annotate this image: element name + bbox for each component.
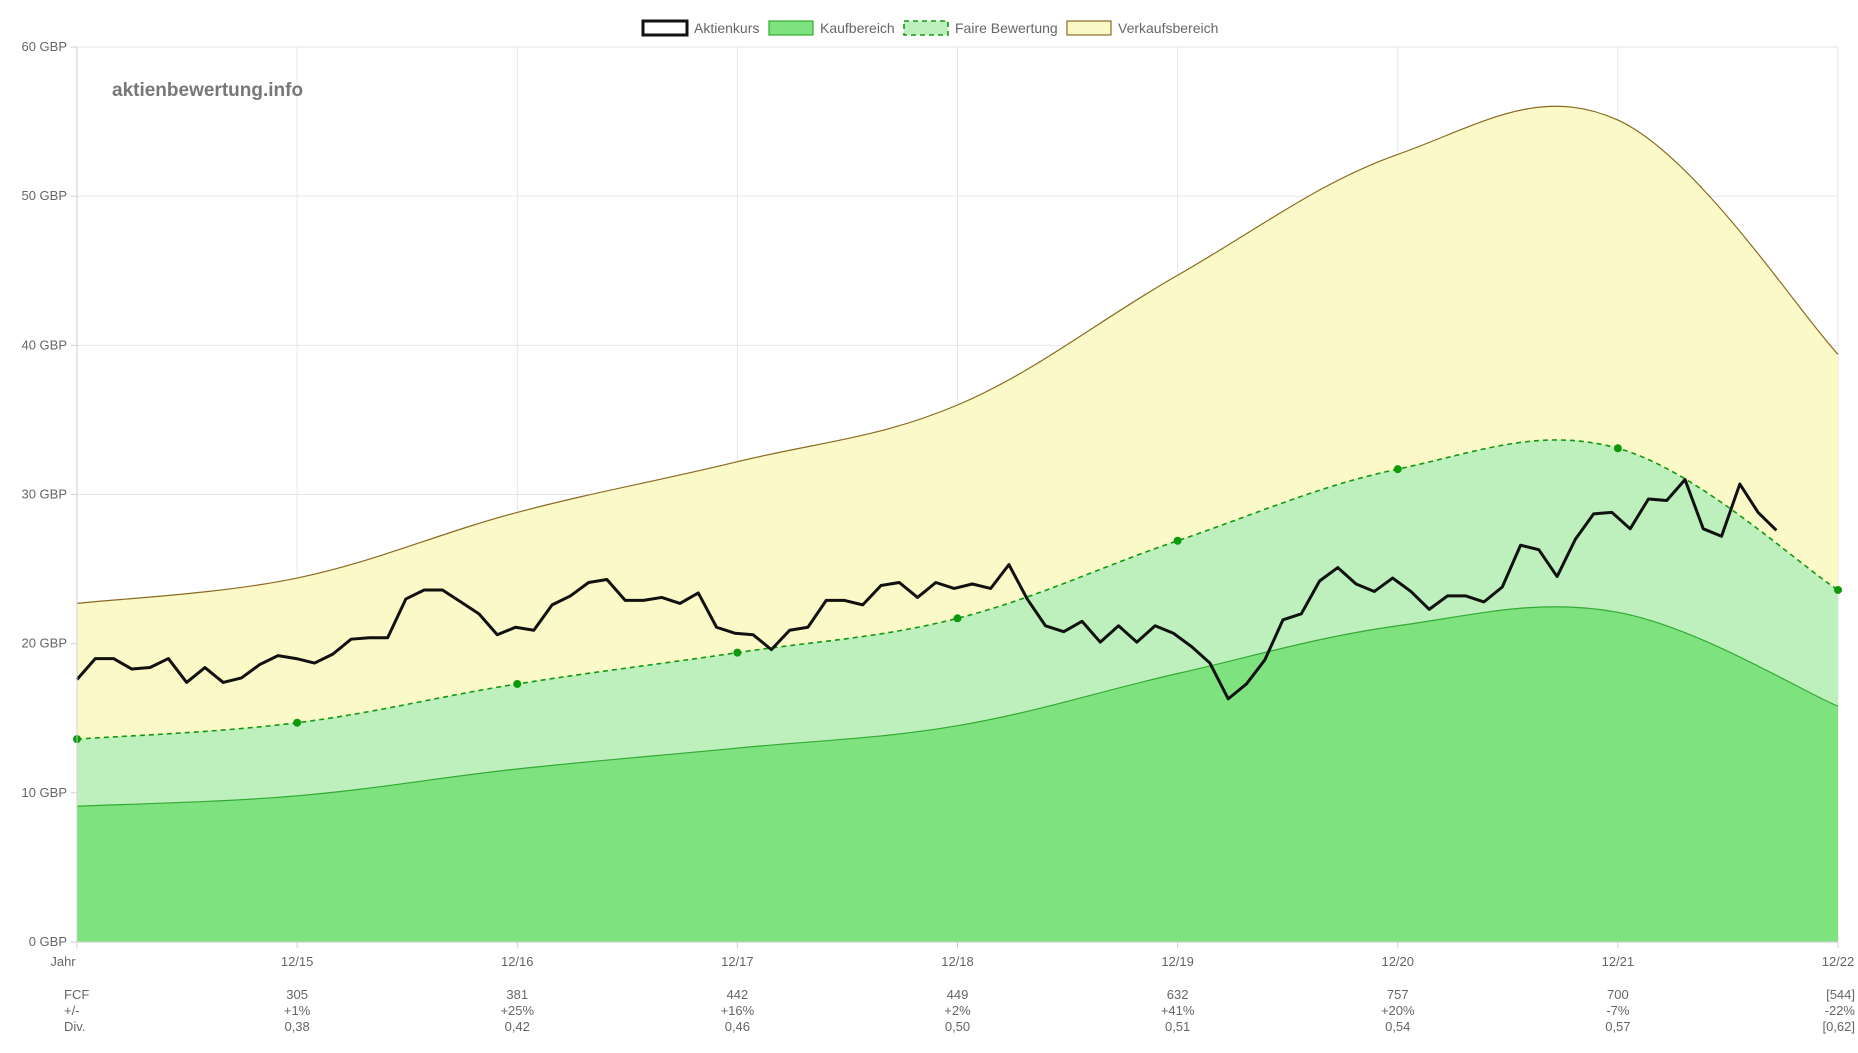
table-cell: +1% bbox=[284, 1003, 311, 1018]
table-cell: -7% bbox=[1606, 1003, 1630, 1018]
table-row-label: FCF bbox=[64, 987, 89, 1002]
x-tick-label: 12/19 bbox=[1161, 954, 1194, 969]
legend[interactable]: Aktienkurs Kaufbereich Faire Bewertung Verk… bbox=[641, 19, 1218, 37]
legend-faire-bewertung[interactable]: Faire Bewertung bbox=[903, 20, 1058, 36]
x-tick-label: 12/20 bbox=[1381, 954, 1414, 969]
table-cell: +20% bbox=[1381, 1003, 1415, 1018]
metrics-table: FCF 305 381 442 449 632 757 700 [544] +/- +1% +25% +… bbox=[64, 987, 1855, 1034]
table-cell: 449 bbox=[947, 987, 969, 1002]
legend-verkaufsbereich[interactable]: Verkaufsbereich bbox=[1066, 20, 1218, 36]
x-tick-label: 12/15 bbox=[281, 954, 314, 969]
table-cell: +16% bbox=[721, 1003, 755, 1018]
legend-aktienkurs[interactable]: Aktienkurs bbox=[641, 19, 759, 37]
watermark-text: aktienbewertung.info bbox=[112, 80, 303, 101]
fair-value-point bbox=[1834, 585, 1842, 594]
table-cell: [0,62] bbox=[1822, 1019, 1855, 1034]
table-cell: 0,38 bbox=[284, 1019, 309, 1034]
fair-value-point bbox=[1613, 444, 1622, 453]
sell-zone-line bbox=[76, 105, 1839, 604]
table-cell: -22% bbox=[1825, 1003, 1856, 1018]
fair-value-point bbox=[733, 648, 742, 657]
buy-zone-area bbox=[77, 606, 1838, 942]
x-tick-label: 12/22 bbox=[1822, 954, 1855, 969]
table-cell: [544] bbox=[1826, 987, 1855, 1002]
series-lines bbox=[73, 105, 1842, 807]
table-cell: 381 bbox=[506, 987, 528, 1002]
x-tick-label: 12/16 bbox=[501, 954, 534, 969]
x-tick-label: 12/18 bbox=[941, 954, 974, 969]
y-tick-label: 30 GBP bbox=[21, 487, 67, 502]
fair-value-point bbox=[513, 679, 522, 688]
y-tick-label: 60 GBP bbox=[21, 39, 67, 54]
fair-value-point bbox=[293, 718, 302, 727]
fair-value-point bbox=[953, 614, 962, 623]
y-tick-label: 0 GBP bbox=[29, 934, 67, 949]
legend-verkaufsbereich-label: Verkaufsbereich bbox=[1118, 20, 1218, 36]
stock-price-line bbox=[75, 478, 1778, 701]
x-tick-label: Jahr bbox=[50, 954, 76, 969]
y-tick-label: 20 GBP bbox=[21, 636, 67, 651]
x-tick-label: 12/21 bbox=[1602, 954, 1635, 969]
table-cell: 305 bbox=[286, 987, 308, 1002]
legend-faire-bewertung-swatch bbox=[903, 20, 949, 36]
y-tick-label: 10 GBP bbox=[21, 785, 67, 800]
table-cell: +2% bbox=[944, 1003, 971, 1018]
legend-kaufbereich-swatch bbox=[768, 20, 814, 36]
table-cell: 0,46 bbox=[725, 1019, 750, 1034]
y-tick-label: 50 GBP bbox=[21, 188, 67, 203]
x-tick-label: 12/17 bbox=[721, 954, 754, 969]
table-row-label: Div. bbox=[64, 1019, 85, 1034]
valuation-areas bbox=[77, 106, 1838, 942]
table-cell: 0,57 bbox=[1605, 1019, 1630, 1034]
axes: 0 GBP 10 GBP 20 GBP 30 GBP 40 GBP 50 GBP 60 GB… bbox=[21, 39, 1854, 969]
fair-value-point bbox=[1173, 536, 1182, 545]
table-cell: +25% bbox=[500, 1003, 534, 1018]
table-cell: 0,54 bbox=[1385, 1019, 1410, 1034]
table-cell: 0,51 bbox=[1165, 1019, 1190, 1034]
legend-faire-bewertung-label: Faire Bewertung bbox=[955, 20, 1058, 36]
y-tick-label: 40 GBP bbox=[21, 337, 67, 352]
fair-value-point bbox=[1393, 465, 1402, 474]
table-cell: +41% bbox=[1161, 1003, 1195, 1018]
table-cell: 442 bbox=[727, 987, 749, 1002]
table-cell: 632 bbox=[1167, 987, 1189, 1002]
legend-verkaufsbereich-swatch bbox=[1066, 20, 1112, 36]
table-row-label: +/- bbox=[64, 1003, 80, 1018]
legend-aktienkurs-label: Aktienkurs bbox=[694, 20, 759, 36]
legend-kaufbereich-label: Kaufbereich bbox=[820, 20, 895, 36]
fair-value-line bbox=[76, 439, 1839, 740]
table-cell: 700 bbox=[1607, 987, 1629, 1002]
buy-zone-line bbox=[76, 606, 1839, 807]
table-cell: 0,42 bbox=[505, 1019, 530, 1034]
legend-kaufbereich[interactable]: Kaufbereich bbox=[768, 20, 895, 36]
table-cell: 0,50 bbox=[945, 1019, 970, 1034]
table-cell: 757 bbox=[1387, 987, 1409, 1002]
legend-aktienkurs-swatch bbox=[641, 19, 689, 37]
